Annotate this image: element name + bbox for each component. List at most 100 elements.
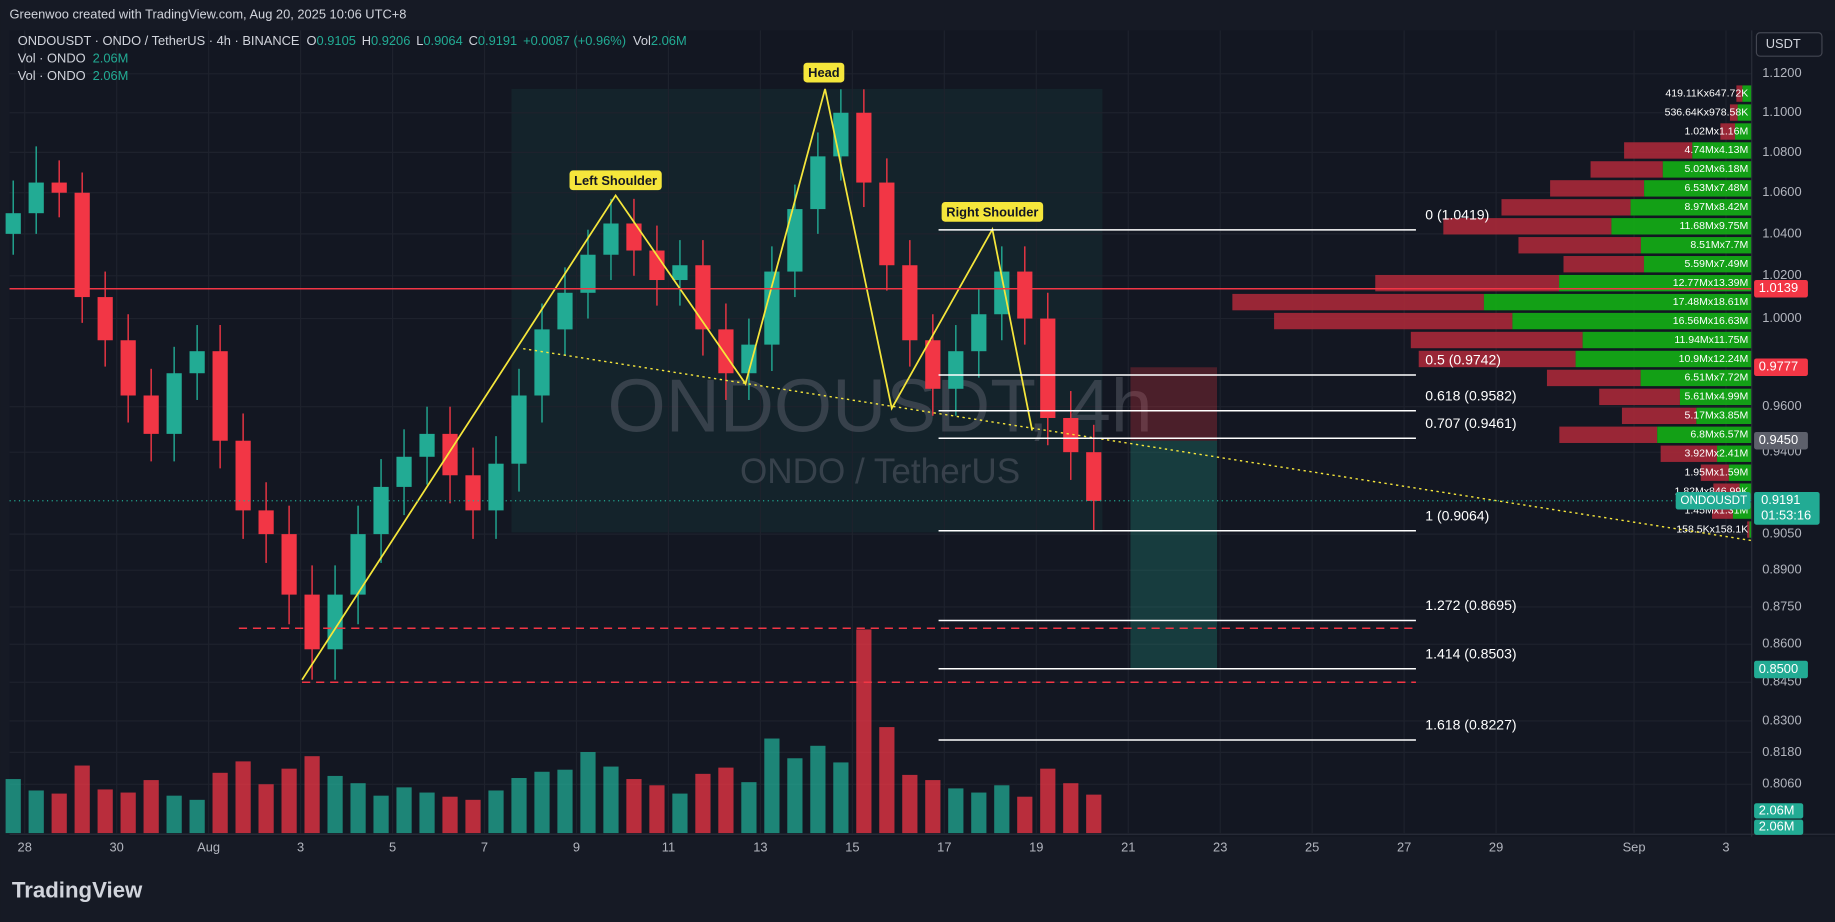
volume-badge-label: 2.06M <box>1759 819 1795 834</box>
candle-body <box>419 433 435 457</box>
profile-buy <box>1692 142 1752 159</box>
drawings <box>9 88 1752 741</box>
pattern-label: Right Shoulder <box>946 204 1038 219</box>
x-tick-label: 29 <box>1489 840 1503 855</box>
candle-body <box>787 209 803 272</box>
profile-buy <box>1735 123 1752 140</box>
volume-bar <box>534 771 550 834</box>
symbol-badge <box>1675 491 1751 510</box>
volume-bar <box>948 788 964 834</box>
volume-bar <box>189 799 205 834</box>
profile-sell <box>1418 350 1576 368</box>
x-tick-label: 27 <box>1397 840 1411 855</box>
pattern-label-box <box>941 202 1044 222</box>
position <box>1130 367 1218 670</box>
profile-sell <box>1232 293 1484 311</box>
profile-label: 1.95Mx1.59M <box>1685 466 1749 478</box>
candle-body <box>97 297 113 341</box>
volume-bar <box>994 785 1010 834</box>
currency-box <box>1755 32 1823 57</box>
profile-buy <box>1717 445 1752 462</box>
candle-body <box>649 250 665 281</box>
x-tick-label: 13 <box>753 840 767 855</box>
x-tick-label: 21 <box>1121 840 1135 855</box>
profile-label: 5.17Mx3.85M <box>1685 410 1749 422</box>
volume-profile: 419.11Kx647.72K 536.64Kx978.58K 1.02Mx1.16… <box>1232 85 1752 538</box>
y-tick-label: 0.8060 <box>1762 776 1801 791</box>
profile-label: 5.59Mx7.49M <box>1685 258 1749 270</box>
candle-body <box>810 156 826 210</box>
candle-body <box>718 329 734 374</box>
volume-bar <box>764 738 780 834</box>
volume-bar <box>5 779 21 834</box>
price-badge <box>1754 358 1808 377</box>
volume-bar <box>1086 794 1102 834</box>
candle-body <box>1040 318 1056 418</box>
volume-bar <box>879 727 895 834</box>
indicator: Vol · ONDO 2.06M <box>18 69 129 84</box>
ohlc-value: 0.9105 <box>317 34 356 49</box>
profile-buy <box>1630 199 1752 216</box>
profile-sell <box>1621 407 1697 425</box>
candle-body <box>764 271 780 345</box>
y-tick-label: 0.8750 <box>1762 598 1801 613</box>
y-tick-label: 1.0400 <box>1762 225 1801 240</box>
x-tick-label: 17 <box>937 840 951 855</box>
profile-label: 419.11Kx647.72K <box>1665 87 1748 99</box>
y-tick-label: 0.8180 <box>1762 744 1801 759</box>
candle-body <box>120 340 136 396</box>
indicator-name: Vol · ONDO <box>18 69 86 84</box>
profile-label: 6.53Mx7.48M <box>1685 182 1749 194</box>
profile-label: 11.94Mx11.75M <box>1674 334 1748 346</box>
volume-bar <box>373 795 389 834</box>
volume-bar <box>649 785 665 834</box>
profile-label: 3.92Mx2.41M <box>1685 448 1749 460</box>
y-tick-label: 0.9600 <box>1762 398 1801 413</box>
volume-bar <box>580 752 596 834</box>
volume-bar <box>902 774 918 834</box>
profile-sell <box>1729 104 1738 121</box>
indicator: Vol · ONDO 2.06M <box>18 51 129 66</box>
vol-key: Vol <box>633 34 651 49</box>
y-tick-label: 0.8300 <box>1762 712 1801 727</box>
volume-bar <box>51 793 67 834</box>
pattern-label-box <box>803 62 845 83</box>
x-tick-label: 15 <box>845 840 859 855</box>
fib-label: 0.5 (0.9742) <box>1425 352 1501 368</box>
indicator-value: 2.06M <box>93 51 129 66</box>
profile-label: 158.5Kx158.1K <box>1676 523 1748 535</box>
indicator-value: 2.06M <box>93 69 129 84</box>
volume-bar <box>235 761 251 834</box>
candle-body <box>557 292 573 330</box>
volume-bar <box>419 792 435 834</box>
y-tick-label: 1.0600 <box>1762 184 1801 199</box>
profile-buy <box>1728 464 1752 481</box>
volume-bar <box>925 780 941 834</box>
profile-label: 8.97Mx8.42M <box>1685 201 1749 213</box>
profile-sell <box>1501 199 1631 216</box>
candle-body <box>488 463 504 511</box>
x-tick-label: 5 <box>389 840 396 855</box>
x-tick-label: 23 <box>1213 840 1227 855</box>
candle-body <box>741 344 757 374</box>
candle-body <box>28 182 44 214</box>
volume-bar <box>465 799 481 834</box>
ohlc-key: L <box>416 34 423 49</box>
candle-body <box>902 265 918 341</box>
profile-sell <box>1590 161 1663 178</box>
volume-bar <box>166 795 182 834</box>
volume-badge-label: 2.06M <box>1759 802 1795 817</box>
top-bar: Greenwoo created with TradingView.com, A… <box>10 7 407 22</box>
fib-label: 1 (0.9064) <box>1425 507 1489 523</box>
profile-sell <box>1736 85 1743 102</box>
fib-label: 0.618 (0.9582) <box>1425 387 1516 403</box>
candle-body <box>143 395 159 434</box>
volume-bar <box>971 792 987 834</box>
profile-label: 17.48Mx18.61M <box>1673 296 1748 308</box>
candle-body <box>396 456 412 487</box>
fib-label: 0.707 (0.9461) <box>1425 415 1516 431</box>
profile-sell <box>1624 142 1693 159</box>
profile-sell <box>1720 123 1736 140</box>
x-tick-label: 30 <box>110 840 124 855</box>
axes: USDT 28 30 Aug 3 5 7 9 11 13 15 17 19 21 23 25 27 29 Sep 3… <box>9 30 1835 855</box>
